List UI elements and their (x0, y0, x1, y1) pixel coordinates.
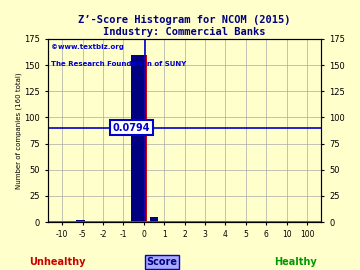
Text: The Research Foundation of SUNY: The Research Foundation of SUNY (50, 61, 186, 67)
Bar (76, 220, 85, 222)
Text: Healthy: Healthy (274, 257, 317, 267)
Bar (150, 217, 158, 222)
Text: Score: Score (147, 257, 177, 267)
Text: ©www.textbiz.org: ©www.textbiz.org (50, 44, 123, 50)
Bar (144, 55, 147, 222)
Bar (131, 55, 147, 222)
Y-axis label: Number of companies (160 total): Number of companies (160 total) (15, 72, 22, 189)
Text: Unhealthy: Unhealthy (29, 257, 85, 267)
Title: Z’-Score Histogram for NCOM (2015)
Industry: Commercial Banks: Z’-Score Histogram for NCOM (2015) Indus… (78, 15, 291, 37)
Text: 0.0794: 0.0794 (113, 123, 150, 133)
